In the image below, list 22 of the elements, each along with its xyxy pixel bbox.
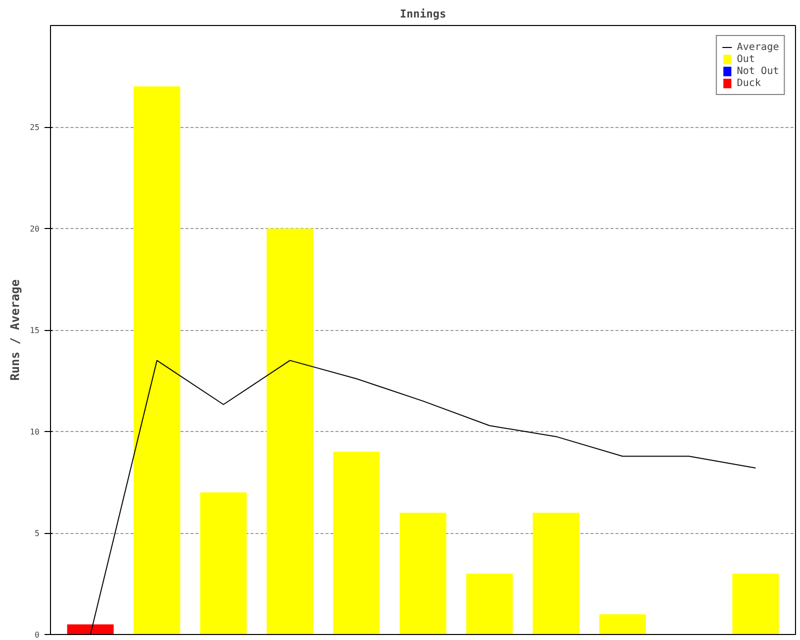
y-tick-label: 5: [34, 529, 40, 538]
bar: [200, 492, 247, 634]
legend-label: Average: [736, 41, 779, 53]
y-tick-label: 25: [30, 123, 40, 132]
y-tick-label: 0: [34, 630, 40, 640]
bar: [333, 452, 380, 634]
legend-label: Not Out: [736, 65, 779, 77]
bar: [466, 574, 513, 634]
y-tick-label: 10: [30, 428, 40, 436]
bar: [400, 512, 446, 634]
bar: [732, 574, 779, 634]
bar: [134, 86, 180, 634]
bar: [599, 614, 646, 634]
legend-label: Duck: [736, 77, 761, 89]
y-axis-title: Runs / Average: [8, 279, 22, 381]
y-tick-label: 15: [30, 326, 40, 335]
chart-title: Innings: [400, 8, 446, 20]
bar: [67, 624, 114, 634]
legend-label: Out: [736, 53, 756, 65]
bar: [266, 228, 314, 634]
bar: [532, 512, 580, 634]
y-tick-label: 20: [30, 224, 40, 234]
